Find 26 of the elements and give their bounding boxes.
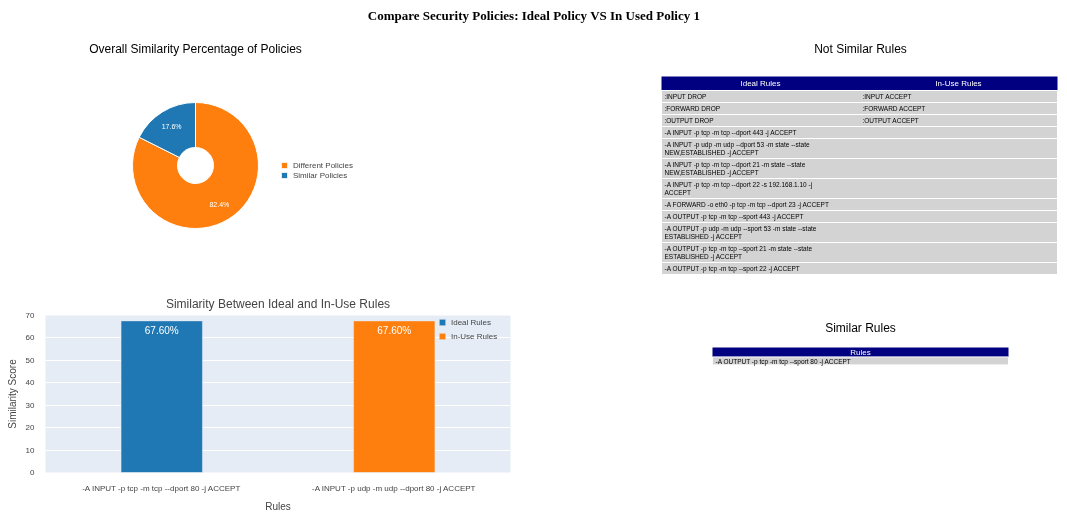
y-tick-label: 10 (25, 445, 36, 455)
y-tick-label: 20 (25, 423, 36, 433)
x-axis-title: Rules (265, 500, 291, 512)
y-tick-label: 70 (25, 311, 36, 320)
text: Compare Security Policies: Ideal Policy VS In Used Policy 1 (367, 8, 700, 23)
y-tick-label: 0 (30, 468, 36, 477)
chart-title: Similarity Between Ideal and In-Use Rules (165, 296, 391, 311)
y-tick-label: 30 (25, 400, 36, 410)
legend-label: Ideal Rules (451, 317, 492, 327)
legend-label: In-Use Rules (451, 331, 498, 341)
y-tick-label: 40 (25, 378, 36, 388)
y-tick-label: 50 (25, 355, 36, 365)
legend-label: Similar Policies (293, 170, 348, 180)
text: Similar Rules (825, 320, 896, 335)
chart-title: Overall Similarity Percentage of Policies (89, 41, 302, 56)
legend-label: Different Policies (293, 160, 353, 170)
category-label: Ideal Rules (740, 79, 781, 88)
y-axis-title: Similarity Score (6, 358, 18, 429)
y-tick-label: 60 (25, 333, 36, 343)
category-label: Rules (850, 347, 871, 357)
x-tick-label: -A INPUT -p udp -m udp --dport 80 -j ACCEPT (312, 483, 476, 493)
text: Not Similar Rules (814, 41, 907, 56)
x-tick-label: -A INPUT -p tcp -m tcp --dport 80 -j ACCEPT (82, 483, 241, 493)
category-label: In-Use Rules (935, 79, 982, 88)
data-label: 67.60% (144, 324, 179, 336)
data-label: 67.60% (377, 324, 412, 336)
